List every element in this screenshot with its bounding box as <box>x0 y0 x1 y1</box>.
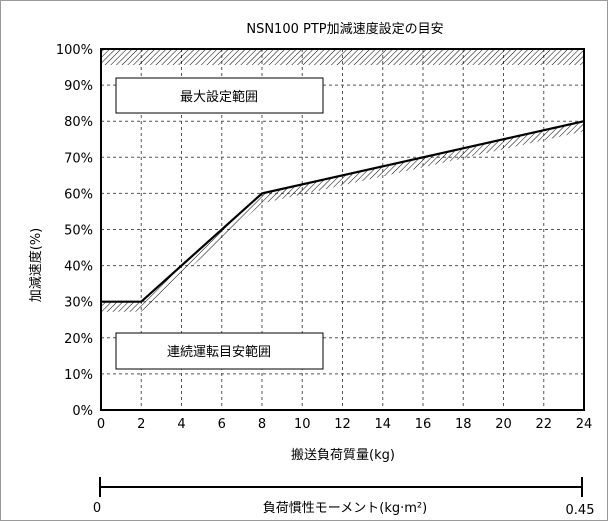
x-tick-label: 16 <box>415 417 432 432</box>
y-tick-label: 50% <box>64 224 93 239</box>
y-tick-label: 0% <box>72 404 93 419</box>
x-tick-label: 14 <box>374 417 391 432</box>
x-tick-label: 18 <box>455 417 472 432</box>
x-tick-label: 24 <box>576 417 593 432</box>
series-line <box>101 120 585 303</box>
x-tick-label: 20 <box>495 417 512 432</box>
y-tick-label: 30% <box>64 296 93 311</box>
lower-region-label: 連続運転目安範囲 <box>167 345 271 360</box>
inertia-axis: 0 0.45 負荷慣性モーメント(kg·m²) <box>93 477 595 518</box>
x-tick-label: 4 <box>177 417 185 432</box>
x-tick-label: 8 <box>258 417 266 432</box>
x-tick-labels: 0 2 4 6 8 10 12 14 16 18 20 22 24 <box>97 417 592 432</box>
x-tick-label: 22 <box>535 417 552 432</box>
x-axis-label: 搬送負荷質量(kg) <box>291 448 395 463</box>
upper-region-label: 最大設定範囲 <box>180 89 258 105</box>
y-tick-label: 70% <box>64 151 93 166</box>
lower-region-box: 連続運転目安範囲 <box>115 332 324 370</box>
y-tick-label: 80% <box>64 115 93 130</box>
y-tick-labels: 0% 10% 20% 30% 40% 50% 60% 70% 80% 90% 100% <box>56 43 93 419</box>
x-tick-label: 2 <box>137 417 145 432</box>
upper-region-box: 最大設定範囲 <box>115 77 324 114</box>
curve-hatch-area <box>101 121 584 312</box>
y-tick-label: 40% <box>64 260 93 275</box>
x-tick-label: 10 <box>294 417 311 432</box>
x-tick-label: 12 <box>334 417 351 432</box>
plot-area-border <box>100 48 585 411</box>
x-tick-label: 0 <box>97 417 105 432</box>
max-limit-hatch-area <box>101 49 584 65</box>
inertia-axis-label: 負荷慣性モーメント(kg·m²) <box>263 500 427 516</box>
y-tick-label: 60% <box>64 187 93 202</box>
y-tick-label: 20% <box>64 332 93 347</box>
max-limit-hatch <box>101 49 584 65</box>
x-tick-label: 6 <box>218 417 226 432</box>
inertia-max-label: 0.45 <box>566 503 595 518</box>
y-axis-label: 加減速度(%) <box>28 228 44 303</box>
curve-hatch-band <box>101 121 584 312</box>
y-tick-label: 100% <box>56 43 93 58</box>
y-tick-label: 90% <box>64 79 93 94</box>
chart-title: NSN100 PTP加減速度設定の目安 <box>246 21 443 37</box>
inertia-min-label: 0 <box>93 501 101 516</box>
y-tick-label: 10% <box>64 368 93 383</box>
